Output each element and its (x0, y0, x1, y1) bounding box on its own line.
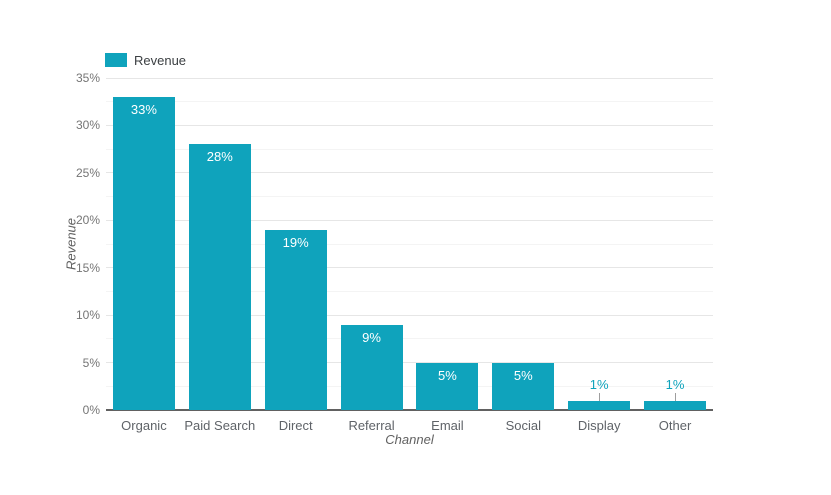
legend: Revenue (105, 52, 186, 68)
y-tick-label: 35% (75, 71, 100, 85)
major-gridline (106, 77, 713, 79)
bar-direct[interactable] (264, 229, 327, 410)
x-category-label: Organic (121, 418, 167, 433)
major-gridline (106, 267, 713, 269)
bar-social[interactable] (492, 362, 555, 410)
bar-value-label-display: 1% (589, 376, 609, 392)
x-category-label: Display (577, 418, 621, 433)
minor-gridline (106, 101, 713, 103)
bar-referral[interactable] (340, 324, 403, 410)
y-tick-label: 10% (75, 308, 100, 323)
plot-area: 33% 28% 19% 9% 5% 5% 1% 1% (106, 77, 713, 411)
annotation-stem (599, 392, 601, 401)
x-category-label: Email (431, 418, 464, 433)
major-gridline (106, 314, 713, 316)
y-tick-label: 20% (75, 213, 100, 228)
minor-gridline (106, 385, 713, 387)
y-tick-label: 25% (75, 165, 100, 180)
x-axis-line (106, 409, 713, 411)
y-tick-label: 5% (82, 355, 100, 370)
x-axis-title: Channel (385, 432, 434, 447)
annotation-stem (675, 392, 677, 401)
legend-swatch-icon (105, 53, 127, 67)
bar-value-label-social: 5% (513, 367, 533, 383)
bar-paid-search[interactable] (188, 144, 251, 410)
y-tick-label: 15% (75, 260, 100, 275)
x-category-label: Referral (348, 418, 395, 433)
major-gridline (106, 219, 713, 221)
bar-value-label-referral: 9% (362, 329, 381, 345)
bar-display[interactable] (568, 400, 631, 410)
major-gridline (106, 362, 713, 364)
y-tick-label: 30% (75, 118, 100, 133)
x-category-label: Social (505, 418, 542, 433)
minor-gridline (106, 148, 713, 150)
minor-gridline (106, 196, 713, 198)
x-category-label: Other (658, 418, 692, 433)
major-gridline (106, 124, 713, 126)
x-category-label: Paid Search (184, 418, 256, 433)
y-tick-label: 0% (82, 403, 100, 417)
bar-value-label-paid-search: 28% (206, 149, 233, 165)
bar-value-label-direct: 19% (282, 234, 309, 250)
bar-organic[interactable] (112, 96, 175, 410)
minor-gridline (106, 243, 713, 245)
bar-value-label-email: 5% (438, 367, 457, 383)
x-category-label: Direct (278, 418, 313, 433)
minor-gridline (106, 290, 713, 292)
bar-other[interactable] (644, 400, 707, 410)
minor-gridline (106, 338, 713, 340)
bar-value-label-other: 1% (665, 376, 685, 392)
major-gridline (106, 172, 713, 174)
legend-label: Revenue (134, 52, 187, 68)
bar-value-label-organic: 33% (130, 101, 157, 117)
bar-email[interactable] (416, 362, 479, 410)
